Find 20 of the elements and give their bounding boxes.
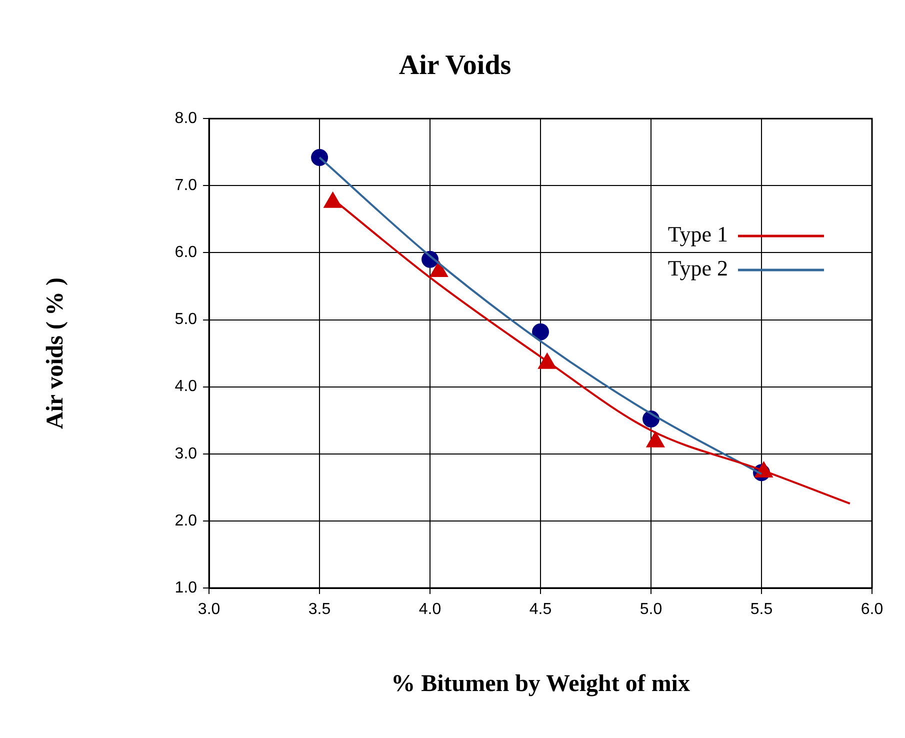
legend-label: Type 2 (668, 256, 728, 281)
chart-title: Air Voids (398, 50, 512, 82)
x-tick-label: 5.0 (640, 601, 662, 618)
y-tick-label: 6.0 (174, 244, 198, 262)
x-tick-label: 3.5 (308, 601, 331, 618)
y-tick-label: 4.0 (174, 378, 198, 396)
x-tick-label: 5.5 (750, 601, 773, 618)
x-tick-label: 4.5 (529, 601, 552, 618)
y-tick-label: 1.0 (174, 579, 198, 596)
y-axis-title: Air voids ( % ) (42, 278, 69, 430)
x-axis-title: % Bitumen by Weight of mix (391, 670, 690, 697)
x-tick-label: 4.0 (418, 601, 442, 618)
x-tick-label: 6.0 (860, 601, 884, 618)
x-tick-label: 3.0 (198, 601, 220, 618)
y-tick-label: 2.0 (174, 512, 198, 530)
y-tick-label: 5.0 (174, 311, 198, 328)
y-tick-label: 7.0 (174, 177, 198, 194)
legend-label: Type 1 (668, 222, 728, 247)
y-tick-label: 3.0 (174, 445, 198, 462)
y-tick-label: 8.0 (174, 110, 198, 128)
